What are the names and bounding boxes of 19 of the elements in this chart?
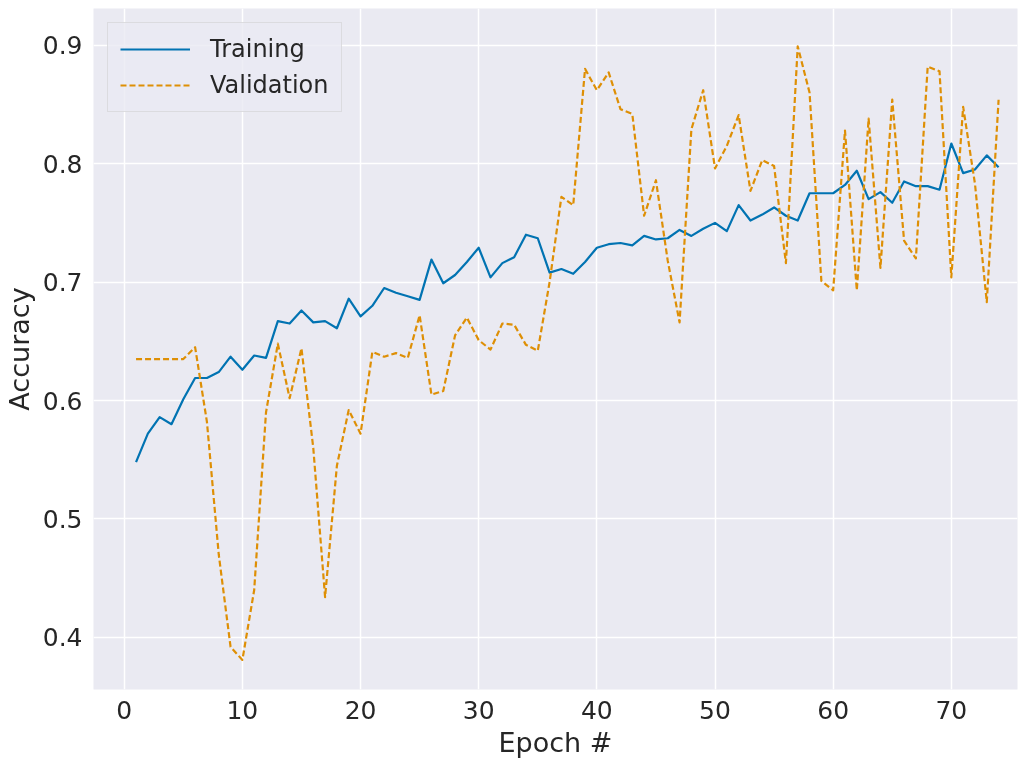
x-axis-title: Epoch # [498,726,613,758]
line-series [134,142,1000,464]
x-tick-label: 60 [817,695,850,725]
y-axis-title: Accuracy [3,287,35,411]
x-tick-label: 70 [935,695,968,725]
y-tick-label: 0.4 [42,623,83,653]
y-tick-label: 0.8 [42,149,83,179]
x-tick-label: 30 [462,695,495,725]
y-tick-label: 0.6 [42,386,83,416]
legend-label: Training [210,35,305,63]
x-tick-label: 10 [226,695,259,725]
x-tick-label: 20 [344,695,377,725]
y-tick-label: 0.9 [42,31,83,61]
y-tick-label: 0.7 [42,268,83,298]
y-tick-label: 0.5 [42,504,83,534]
x-tick-label: 50 [699,695,731,725]
x-tick-label: 40 [580,695,613,725]
legend-label: Validation [210,71,329,99]
x-tick-label: 0 [116,695,133,725]
